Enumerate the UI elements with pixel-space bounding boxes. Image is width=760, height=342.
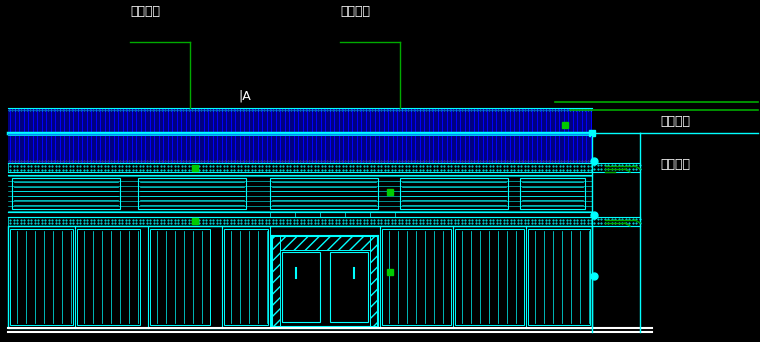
Bar	[272, 236, 280, 326]
Bar	[520, 178, 585, 209]
Bar	[270, 178, 378, 209]
Bar	[10, 229, 73, 325]
Text: 白色墙漆: 白色墙漆	[660, 115, 690, 128]
Bar	[272, 236, 378, 250]
Bar	[8, 108, 592, 133]
Text: 白色墙漆: 白色墙漆	[340, 5, 370, 18]
Bar	[282, 252, 320, 322]
Bar	[8, 135, 592, 163]
Bar	[138, 178, 246, 209]
Bar	[8, 163, 592, 172]
Bar	[528, 229, 590, 325]
Bar	[12, 178, 120, 209]
Bar	[77, 229, 140, 325]
Bar	[455, 229, 524, 325]
Bar	[592, 217, 640, 226]
Bar	[150, 229, 210, 325]
Bar	[330, 252, 368, 322]
Text: |A: |A	[238, 90, 251, 103]
Bar	[8, 226, 592, 328]
Text: 饰面瓷砧: 饰面瓷砧	[660, 158, 690, 171]
Text: 绿色墙漆: 绿色墙漆	[130, 5, 160, 18]
Bar	[224, 229, 268, 325]
Bar	[400, 178, 508, 209]
Bar	[370, 236, 378, 326]
Bar	[592, 163, 640, 172]
Bar	[8, 217, 592, 226]
Bar	[382, 229, 451, 325]
